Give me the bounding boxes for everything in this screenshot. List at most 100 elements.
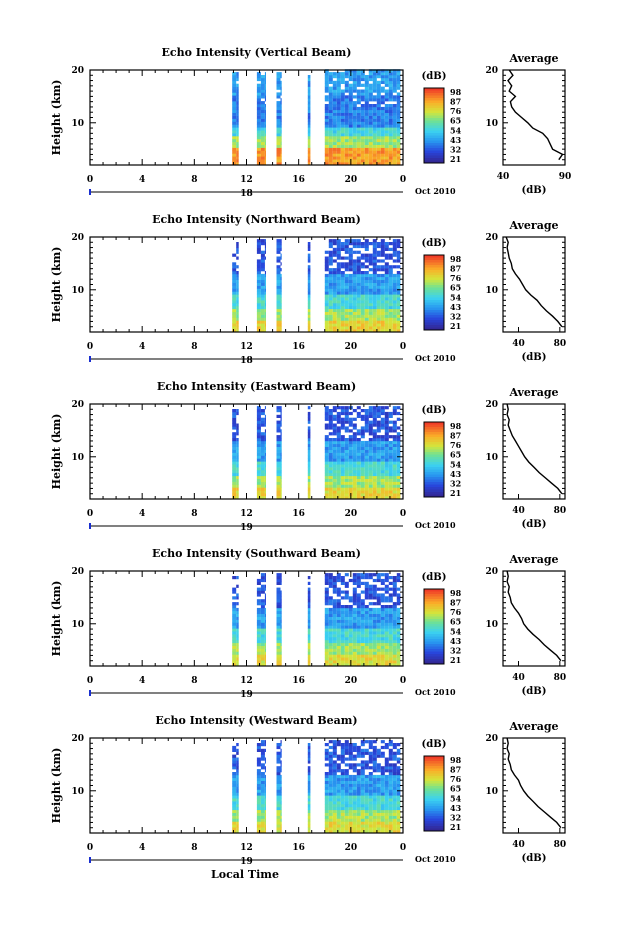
heatmap-cell bbox=[264, 271, 266, 275]
heatmap-cell bbox=[332, 101, 337, 105]
heatmap-cell bbox=[360, 464, 365, 468]
heatmap-cell bbox=[344, 242, 349, 246]
heatmap-cell bbox=[264, 446, 266, 450]
heatmap-cell bbox=[264, 657, 266, 661]
heatmap-cell bbox=[260, 786, 265, 790]
heatmap-cell bbox=[372, 247, 377, 251]
heatmap-cell bbox=[260, 789, 265, 793]
heatmap-cell bbox=[352, 780, 357, 784]
heatmap-cell bbox=[372, 417, 377, 421]
heatmap-cell bbox=[352, 104, 357, 108]
heatmap-cell bbox=[336, 496, 341, 500]
heatmap-cell bbox=[356, 106, 361, 111]
heatmap-cell bbox=[352, 484, 357, 488]
heatmap-cell bbox=[336, 642, 341, 646]
heatmap-cell bbox=[260, 815, 265, 819]
heatmap-cell bbox=[380, 619, 385, 623]
heatmap-cell bbox=[307, 789, 311, 793]
heatmap-cell bbox=[344, 420, 349, 424]
heatmap-cell bbox=[336, 798, 341, 802]
heatmap-cell bbox=[364, 80, 369, 84]
heatmap-cell bbox=[280, 104, 282, 108]
colorbar-band bbox=[424, 796, 444, 799]
heatmap-cell bbox=[344, 642, 349, 646]
heatmap-cell bbox=[324, 409, 329, 413]
heatmap-cell bbox=[356, 297, 361, 301]
heatmap-cell bbox=[276, 806, 281, 811]
heatmap-cell bbox=[372, 253, 377, 257]
heatmap-cell bbox=[324, 426, 329, 430]
heatmap-cell bbox=[352, 69, 357, 73]
heatmap-cell bbox=[280, 766, 282, 770]
heatmap-cell bbox=[384, 573, 389, 577]
heatmap-cell bbox=[392, 77, 397, 82]
heatmap-cell bbox=[232, 481, 237, 485]
heatmap-cell bbox=[340, 162, 345, 166]
heatmap-cell bbox=[384, 607, 389, 612]
heatmap-cell bbox=[280, 438, 282, 442]
heatmap-cell bbox=[260, 118, 265, 122]
heatmap-cell bbox=[360, 461, 365, 465]
heatmap-cell bbox=[364, 657, 369, 661]
heatmap-cell bbox=[376, 311, 381, 315]
heatmap-cell bbox=[307, 472, 311, 477]
heatmap-cell bbox=[388, 455, 393, 459]
heatmap-cell bbox=[384, 156, 389, 160]
heatmap-cell bbox=[336, 804, 341, 808]
heatmap-cell bbox=[396, 294, 401, 298]
heatmap-cell bbox=[396, 663, 401, 667]
heatmap-cell bbox=[307, 106, 311, 111]
heatmap-cell bbox=[368, 411, 373, 416]
heatmap-cell bbox=[324, 449, 329, 453]
heatmap-cell bbox=[280, 109, 282, 113]
colorbar-band bbox=[424, 484, 444, 488]
heatmap-cell bbox=[280, 101, 282, 105]
heatmap-cell bbox=[380, 406, 385, 410]
heatmap-cell bbox=[388, 69, 393, 73]
heatmap-cell bbox=[256, 115, 261, 119]
heatmap-cell bbox=[232, 596, 237, 600]
heatmap-cell bbox=[360, 610, 365, 614]
heatmap-cell bbox=[392, 827, 397, 831]
heatmap-cell bbox=[256, 599, 261, 603]
heatmap-cell bbox=[352, 133, 357, 137]
heatmap-cell bbox=[364, 740, 369, 744]
heatmap-cell bbox=[340, 320, 345, 324]
heatmap-cell bbox=[352, 613, 357, 617]
heatmap-cell bbox=[332, 584, 337, 588]
colorbar-band bbox=[424, 305, 444, 308]
heatmap-cell bbox=[376, 69, 381, 73]
heatmap-cell bbox=[360, 619, 365, 623]
heatmap-cell bbox=[332, 253, 337, 257]
heatmap-cell bbox=[368, 657, 373, 661]
heatmap-cell bbox=[256, 827, 261, 831]
heatmap-cell bbox=[344, 417, 349, 421]
heatmap-cell bbox=[280, 590, 282, 594]
heatmap-cell bbox=[376, 596, 381, 600]
colorbar-tick-label: 76 bbox=[450, 607, 462, 617]
heatmap-cell bbox=[336, 455, 341, 459]
heatmap-cell bbox=[307, 631, 311, 635]
heatmap-cell bbox=[332, 645, 337, 649]
heatmap-cell bbox=[388, 795, 393, 799]
heatmap-cell bbox=[380, 141, 385, 145]
heatmap-cell bbox=[328, 317, 333, 321]
heatmap-cell bbox=[260, 95, 265, 99]
heatmap-cell bbox=[384, 273, 389, 278]
heatmap-cell bbox=[384, 282, 389, 286]
colorbar-band bbox=[424, 292, 444, 296]
heatmap-cell bbox=[368, 89, 373, 93]
heatmap-cell bbox=[344, 147, 349, 151]
heatmap-cell bbox=[368, 493, 373, 497]
heatmap-cell bbox=[280, 798, 282, 802]
heatmap-cell bbox=[332, 616, 337, 620]
heatmap-cell bbox=[376, 323, 381, 327]
heatmap-cell bbox=[384, 487, 389, 491]
heatmap-cell bbox=[256, 602, 261, 606]
heatmap-cell bbox=[384, 760, 389, 764]
heatmap-cell bbox=[348, 109, 353, 113]
heatmap-cell bbox=[360, 242, 365, 246]
heatmap-cell bbox=[376, 815, 381, 819]
heatmap-cell bbox=[376, 95, 381, 99]
heatmap-cell bbox=[307, 153, 311, 157]
